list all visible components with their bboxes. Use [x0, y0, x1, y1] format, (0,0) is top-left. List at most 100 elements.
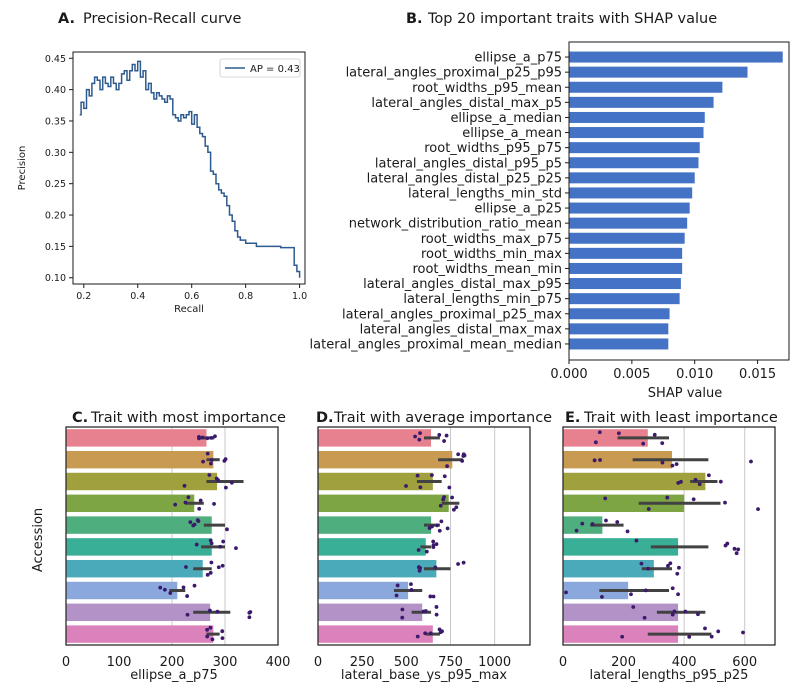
trait-label: lateral_angles_distal_max_p5: [371, 96, 562, 111]
data-point: [716, 629, 721, 634]
data-point: [461, 560, 466, 565]
shap-bar: [569, 338, 669, 350]
data-point: [703, 626, 707, 631]
data-point: [209, 435, 214, 440]
accession-bar: [66, 603, 211, 622]
panel-a: A. Precision-Recall curve 0.100.150.200.…: [17, 11, 307, 315]
data-point: [564, 590, 568, 595]
x-tick-label: 600: [732, 655, 757, 670]
trait-label: lateral_lengths_min_p75: [403, 292, 562, 307]
data-point: [185, 594, 190, 598]
data-point: [225, 527, 229, 532]
data-point: [736, 547, 741, 552]
data-point: [437, 433, 442, 437]
data-point: [208, 625, 213, 630]
shap-bar: [569, 111, 705, 123]
accession-bar: [318, 581, 409, 600]
data-point: [434, 612, 439, 617]
x-tick-label: 300: [213, 655, 238, 670]
data-point: [598, 458, 602, 462]
data-point: [625, 529, 630, 534]
panel-d-frame: [317, 426, 531, 646]
accession-bar: [318, 494, 449, 513]
shap-bar: [569, 232, 685, 244]
data-point: [210, 637, 215, 642]
trait-label: ellipse_a_p75: [474, 51, 562, 66]
data-point: [395, 583, 400, 588]
data-point: [205, 634, 210, 639]
accession-bar: [318, 625, 433, 643]
trait-label: root_widths_p95_p75: [424, 141, 562, 156]
data-point: [642, 615, 647, 620]
x-tick-label: 0: [559, 655, 567, 670]
shap-bar: [569, 293, 680, 305]
data-point: [676, 481, 681, 485]
data-point: [222, 459, 227, 463]
data-point: [456, 452, 461, 457]
data-point: [409, 582, 413, 586]
data-point: [417, 437, 422, 442]
data-point: [431, 539, 436, 544]
data-point: [691, 497, 696, 502]
x-tick-label: 0: [314, 655, 322, 670]
shap-bar: [569, 278, 681, 290]
shap-bar: [569, 262, 683, 274]
data-point: [215, 609, 220, 614]
panel-a-xlabel: Recall: [174, 304, 204, 315]
data-point: [413, 434, 417, 439]
data-point: [428, 631, 433, 636]
data-point: [205, 627, 209, 632]
panel-d: D. Trait with average importance 0 250 500…: [314, 410, 552, 683]
data-point: [418, 485, 423, 490]
data-point: [646, 507, 651, 511]
shap-bar: [569, 308, 670, 320]
data-point: [194, 542, 199, 547]
panel-e-title: Trait with least importance: [583, 410, 778, 426]
y-tick-label: 0.40: [45, 85, 66, 96]
x-tick-label: 200: [160, 655, 185, 670]
data-point: [438, 503, 443, 508]
data-point: [418, 431, 422, 436]
data-point: [431, 594, 436, 599]
trait-label: lateral_angles_proximal_p25_max: [342, 307, 562, 322]
panel-c-plot: 0 100 200 300 400: [62, 427, 290, 670]
data-point: [418, 566, 423, 570]
data-point: [732, 546, 737, 551]
data-point: [223, 485, 228, 490]
data-point: [593, 440, 598, 445]
x-tick-label: 400: [672, 655, 697, 670]
trait-label: lateral_angles_distal_p95_p5: [375, 156, 562, 171]
data-point: [184, 565, 188, 569]
data-point: [424, 549, 429, 554]
data-point: [208, 570, 213, 575]
panel-e-xlabel: lateral_lengths_p95_p25: [590, 668, 749, 683]
data-point: [634, 538, 639, 543]
data-point: [209, 458, 214, 462]
data-point: [428, 594, 433, 599]
panel-b-xlabel: SHAP value: [648, 386, 722, 401]
panel-b-frame: [568, 41, 790, 361]
y-tick-label: 0.20: [45, 211, 66, 222]
accession-bar: [563, 559, 654, 578]
data-point: [213, 434, 217, 439]
y-tick-label: 0.35: [45, 116, 66, 127]
data-point: [208, 608, 212, 613]
shap-bar: [569, 81, 723, 93]
x-tick-label: 200: [611, 655, 636, 670]
data-point: [447, 485, 452, 490]
shap-bar: [569, 217, 688, 229]
shap-bar: [569, 127, 704, 139]
data-point: [234, 546, 238, 551]
data-point: [723, 500, 727, 505]
shap-bar: [569, 323, 669, 335]
data-point: [460, 459, 465, 463]
data-point: [461, 454, 466, 458]
data-point: [615, 520, 620, 524]
x-tick-label: 0: [62, 655, 70, 670]
data-point: [439, 519, 444, 524]
panel-e: E. Trait with least importance 0 200 400 60…: [559, 410, 778, 683]
x-tick-label: 100: [107, 655, 132, 670]
data-point: [209, 560, 214, 565]
trait-label: ellipse_a_median: [450, 111, 562, 126]
data-point: [173, 502, 178, 507]
